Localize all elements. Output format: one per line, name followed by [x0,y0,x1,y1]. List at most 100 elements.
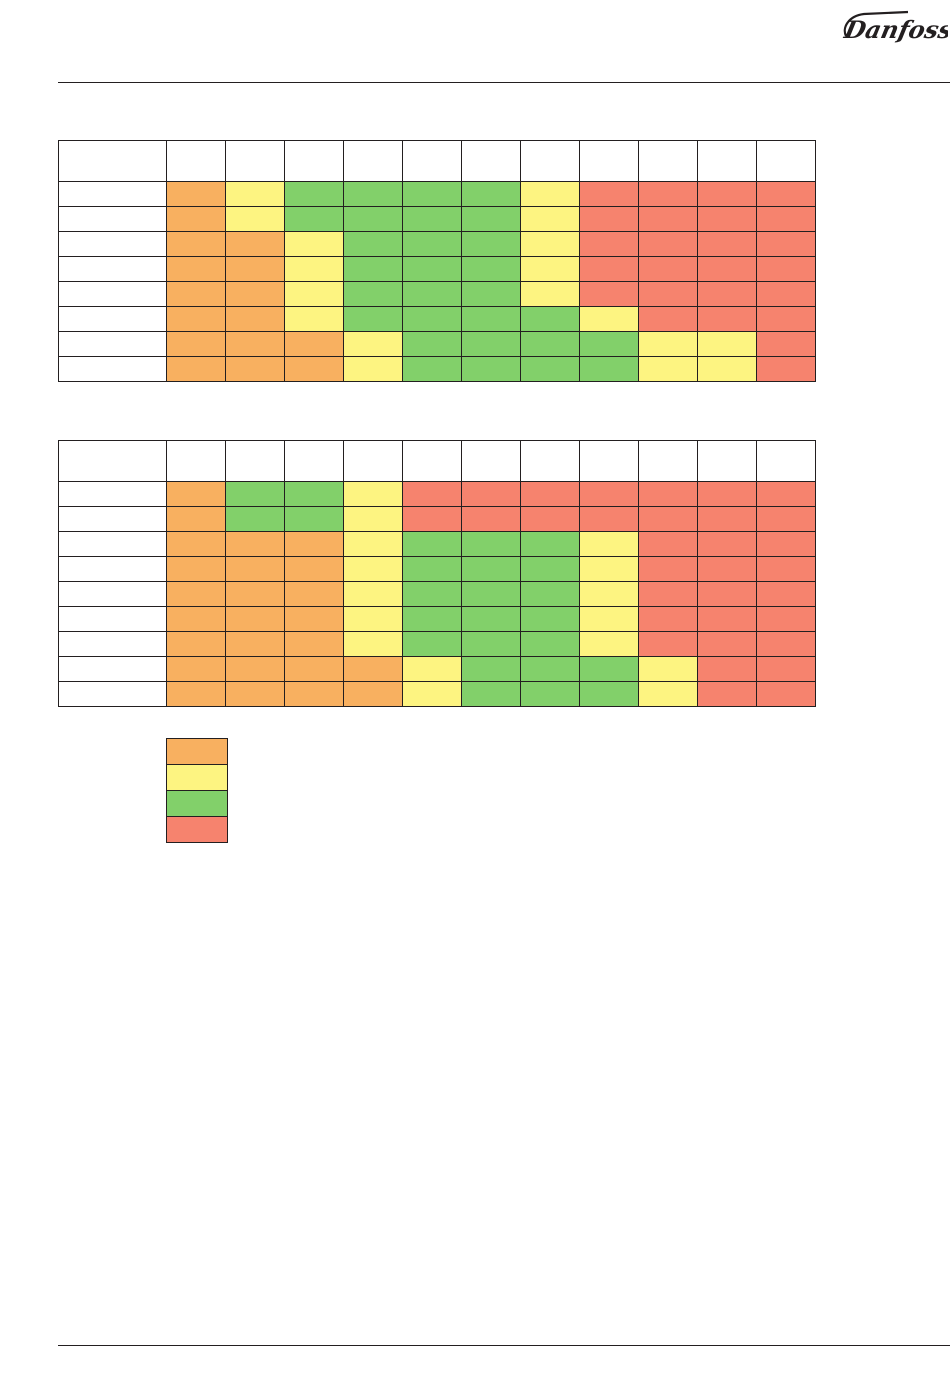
matrix-cell [756,331,816,357]
matrix-cell [756,256,816,282]
matrix-cell [697,681,757,707]
matrix-cell [697,506,757,532]
matrix-cell [697,306,757,332]
matrix-cell [284,556,344,582]
matrix-cell [166,606,226,632]
matrix-column-header [756,140,816,182]
matrix-cell [461,306,521,332]
matrix-cell [343,481,403,507]
matrix-cell [638,581,698,607]
matrix-cell [461,656,521,682]
matrix-cell [225,556,285,582]
matrix-cell [402,306,462,332]
matrix-cell [166,531,226,557]
matrix-column-header [343,140,403,182]
matrix-cell [638,631,698,657]
matrix-cell [697,481,757,507]
matrix-cell [520,556,580,582]
matrix-cell [166,281,226,307]
matrix-cell [579,481,639,507]
matrix-cell [756,656,816,682]
matrix-cell [284,256,344,282]
matrix-cell [461,281,521,307]
matrix-cell [638,331,698,357]
matrix-cell [638,506,698,532]
danfoss-logo-mark: Danfoss [841,10,950,44]
matrix-cell [579,281,639,307]
matrix-cell [638,681,698,707]
matrix-row-header [58,506,167,532]
matrix-row [58,356,816,382]
matrix-column-header [697,140,757,182]
matrix-cell [697,356,757,382]
matrix-cell [697,331,757,357]
matrix-cell [579,356,639,382]
matrix-cell [225,481,285,507]
matrix-corner-cell [58,140,167,182]
matrix-row [58,206,816,232]
matrix-row-header [58,556,167,582]
matrix-cell [756,531,816,557]
matrix-cell [402,231,462,257]
matrix-cell [284,506,344,532]
matrix-column-header [166,440,226,482]
matrix-row [58,581,816,607]
matrix-cell [166,631,226,657]
matrix-cell [756,281,816,307]
matrix-cell [638,531,698,557]
matrix-cell [225,606,285,632]
matrix-row-header [58,481,167,507]
matrix-row-header [58,331,167,357]
matrix-cell [402,256,462,282]
matrix-cell [638,606,698,632]
matrix-cell [343,206,403,232]
matrix-cell [402,606,462,632]
matrix-cell [461,631,521,657]
matrix-cell [520,656,580,682]
matrix-column-header [284,440,344,482]
legend-swatch [167,739,227,765]
matrix-cell [697,531,757,557]
matrix-cell [343,506,403,532]
matrix-cell [402,356,462,382]
matrix-cell [343,606,403,632]
matrix-cell [225,531,285,557]
matrix-cell [756,306,816,332]
matrix-cell [343,556,403,582]
matrix-cell [638,256,698,282]
matrix-cell [520,256,580,282]
matrix-cell [225,631,285,657]
matrix-row [58,306,816,332]
matrix-cell [697,256,757,282]
matrix-cell [461,206,521,232]
matrix-row [58,681,816,707]
matrix-cell [461,681,521,707]
matrix-cell [520,231,580,257]
matrix-cell [520,506,580,532]
matrix-cell [166,231,226,257]
matrix-cell [520,306,580,332]
matrix-cell [284,231,344,257]
matrix-cell [225,231,285,257]
matrix-column-header [520,440,580,482]
matrix-cell [579,581,639,607]
matrix-cell [166,331,226,357]
matrix-cell [756,631,816,657]
matrix-column-header [520,140,580,182]
matrix-cell [166,581,226,607]
matrix-cell [520,581,580,607]
matrix-cell [284,306,344,332]
matrix-cell [520,356,580,382]
matrix-cell [284,606,344,632]
matrix-cell [225,331,285,357]
matrix-cell [520,481,580,507]
matrix-cell [166,556,226,582]
matrix-cell [461,231,521,257]
matrix-cell [461,481,521,507]
matrix-row-header [58,606,167,632]
matrix-cell [461,506,521,532]
matrix-row [58,531,816,557]
matrix-cell [166,206,226,232]
matrix-cell [343,306,403,332]
legend-swatch [167,791,227,817]
